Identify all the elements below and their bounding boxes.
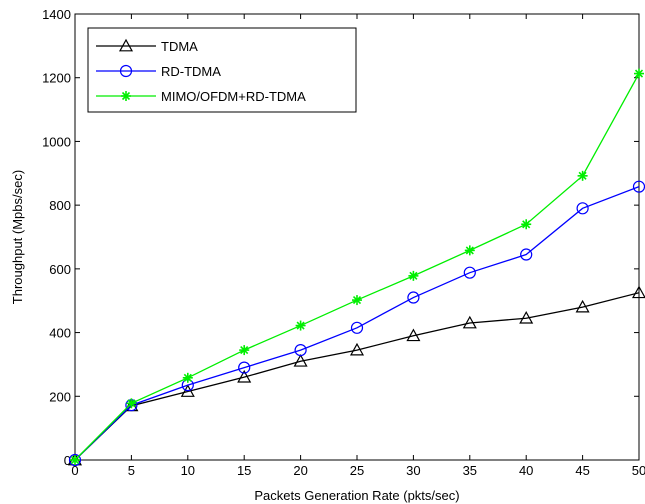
data-point bbox=[577, 170, 588, 181]
legend-item: MIMO/OFDM+RD-TDMA bbox=[96, 89, 306, 104]
data-point bbox=[408, 270, 419, 281]
x-tick-label: 0 bbox=[71, 463, 78, 478]
data-point bbox=[349, 342, 365, 356]
legend-label: MIMO/OFDM+RD-TDMA bbox=[161, 89, 306, 104]
y-tick-label: 1200 bbox=[42, 71, 71, 86]
data-point bbox=[180, 384, 195, 397]
data-point bbox=[352, 295, 362, 306]
series-line bbox=[74, 292, 640, 461]
data-point bbox=[294, 343, 307, 357]
x-tick-label: 50 bbox=[632, 463, 645, 478]
legend-marker bbox=[119, 64, 133, 78]
y-tick-label: 200 bbox=[49, 389, 71, 404]
data-point bbox=[293, 354, 308, 367]
x-tick-label: 25 bbox=[350, 463, 364, 478]
x-tick-label: 5 bbox=[128, 463, 135, 478]
data-point bbox=[463, 266, 476, 279]
x-tick-label: 35 bbox=[463, 463, 477, 478]
x-tick-label: 15 bbox=[237, 463, 251, 478]
data-point bbox=[520, 248, 533, 261]
legend-label: TDMA bbox=[161, 39, 198, 54]
data-point bbox=[295, 320, 306, 331]
legend: TDMA RD-TDMA MIMO/OFDM+RD-TDMA bbox=[87, 27, 357, 113]
data-point bbox=[631, 285, 645, 299]
legend-item: TDMA bbox=[96, 38, 198, 54]
data-point bbox=[576, 202, 589, 215]
x-tick-label: 10 bbox=[181, 463, 195, 478]
axis-ticks: 0 5 10 15 20 25 30 35 40 45 50 0 200 400 600 800 1000 120… bbox=[42, 7, 645, 478]
series-rd-tdma bbox=[68, 180, 645, 467]
x-tick-label: 45 bbox=[575, 463, 589, 478]
legend-marker bbox=[118, 38, 134, 52]
data-point bbox=[575, 299, 590, 313]
x-tick-label: 40 bbox=[519, 463, 533, 478]
y-axis-title: Throughput (Mpbs/sec) bbox=[10, 170, 25, 304]
series-mimo-ofdm-rd-tdma bbox=[70, 68, 644, 465]
data-point bbox=[238, 361, 251, 374]
data-point bbox=[239, 345, 250, 356]
data-point bbox=[237, 369, 252, 383]
legend-marker bbox=[121, 91, 131, 101]
y-tick-label: 400 bbox=[49, 326, 71, 341]
data-point bbox=[70, 455, 80, 465]
data-point bbox=[406, 328, 421, 342]
y-tick-label: 600 bbox=[49, 262, 71, 277]
data-point bbox=[182, 372, 193, 383]
data-point bbox=[521, 219, 532, 230]
y-tick-label: 800 bbox=[49, 198, 71, 213]
data-point bbox=[519, 311, 534, 324]
legend-box bbox=[87, 27, 357, 113]
legend-label: RD-TDMA bbox=[161, 64, 221, 79]
data-point bbox=[350, 321, 364, 334]
data-point bbox=[407, 291, 420, 304]
data-point bbox=[634, 68, 644, 79]
series-line bbox=[74, 186, 640, 461]
data-point bbox=[126, 398, 137, 409]
data-point bbox=[464, 245, 475, 256]
data-point bbox=[68, 453, 82, 467]
x-tick-label: 30 bbox=[406, 463, 420, 478]
data-point bbox=[462, 315, 477, 329]
series-layer bbox=[67, 68, 645, 467]
x-tick-label: 20 bbox=[293, 463, 307, 478]
y-tick-label: 1000 bbox=[42, 134, 71, 149]
y-tick-label: 1400 bbox=[42, 7, 71, 22]
legend-item: RD-TDMA bbox=[96, 64, 221, 79]
x-axis-title: Packets Generation Rate (pkts/sec) bbox=[254, 488, 459, 503]
y-tick-label: 0 bbox=[64, 453, 71, 468]
